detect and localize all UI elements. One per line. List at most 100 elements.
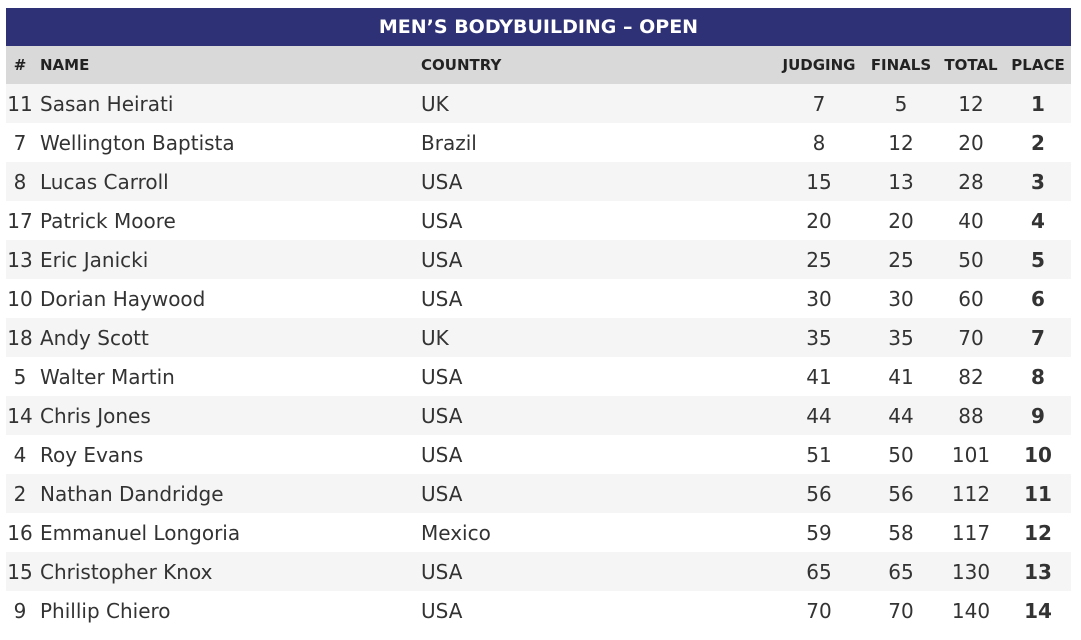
data-row: 10 Dorian Haywood USA 30 30 60 6 [6, 279, 1071, 318]
place-cell: 7 [1031, 325, 1045, 350]
number-cell: 2 [13, 481, 27, 506]
header-cell: TOTAL [944, 56, 998, 74]
name-cell: Phillip Chiero [40, 598, 171, 623]
total-cell: 40 [958, 208, 984, 233]
results-table: MEN’S BODYBUILDING – OPEN # NAME COUNTRY JU… [6, 8, 1071, 630]
number-cell: 4 [13, 442, 27, 467]
header-cell: # [13, 56, 27, 74]
finals-cell: 30 [888, 286, 914, 311]
judging-cell: 51 [806, 442, 832, 467]
number-cell: 15 [7, 559, 33, 584]
finals-cell: 58 [888, 520, 914, 545]
judging-cell: 30 [806, 286, 832, 311]
number-cell: 18 [7, 325, 33, 350]
country-cell: USA [421, 364, 463, 389]
place-cell: 4 [1031, 208, 1045, 233]
header-cell: COUNTRY [421, 56, 502, 74]
total-cell: 140 [951, 598, 991, 623]
total-cell: 101 [951, 442, 991, 467]
data-row: 8 Lucas Carroll USA 15 13 28 3 [6, 162, 1071, 201]
place-cell: 2 [1031, 130, 1045, 155]
data-row: 7 Wellington Baptista Brazil 8 12 20 2 [6, 123, 1071, 162]
finals-cell: 5 [894, 91, 908, 116]
judging-cell: 59 [806, 520, 832, 545]
number-cell: 5 [13, 364, 27, 389]
data-row: 4 Roy Evans USA 51 50 101 10 [6, 435, 1071, 474]
name-cell: Emmanuel Longoria [40, 520, 241, 545]
country-cell: Brazil [421, 130, 477, 155]
country-cell: USA [421, 169, 463, 194]
finals-cell: 56 [888, 481, 914, 506]
number-cell: 9 [13, 598, 27, 623]
finals-cell: 70 [888, 598, 914, 623]
judging-cell: 56 [806, 481, 832, 506]
place-cell: 9 [1031, 403, 1045, 428]
total-cell: 130 [951, 559, 991, 584]
finals-cell: 50 [888, 442, 914, 467]
judging-cell: 65 [806, 559, 832, 584]
data-row: 9 Phillip Chiero USA 70 70 140 14 [6, 591, 1071, 630]
data-row: 17 Patrick Moore USA 20 20 40 4 [6, 201, 1071, 240]
name-cell: Chris Jones [40, 403, 151, 428]
data-row: 11 Sasan Heirati UK 7 5 12 1 [6, 84, 1071, 123]
name-cell: Walter Martin [40, 364, 175, 389]
header-cell: PLACE [1011, 56, 1065, 74]
place-cell: 14 [1024, 598, 1052, 623]
data-row: 5 Walter Martin USA 41 41 82 8 [6, 357, 1071, 396]
data-row: 18 Andy Scott UK 35 35 70 7 [6, 318, 1071, 357]
name-cell: Patrick Moore [40, 208, 176, 233]
header-cell: JUDGING [782, 56, 856, 74]
header-row: # NAME COUNTRY JUDGING FINALS TOTAL PLACE [6, 46, 1071, 84]
judging-cell: 15 [806, 169, 832, 194]
country-cell: UK [421, 325, 449, 350]
finals-cell: 25 [888, 247, 914, 272]
data-row: 16 Emmanuel Longoria Mexico 59 58 117 12 [6, 513, 1071, 552]
place-cell: 5 [1031, 247, 1045, 272]
number-cell: 16 [7, 520, 33, 545]
table-rows: # NAME COUNTRY JUDGING FINALS TOTAL PLACE 11 Sas… [6, 46, 1071, 630]
judging-cell: 70 [806, 598, 832, 623]
judging-cell: 7 [812, 91, 826, 116]
name-cell: Wellington Baptista [40, 130, 235, 155]
header-cell: NAME [40, 56, 90, 74]
name-cell: Christopher Knox [40, 559, 213, 584]
finals-cell: 12 [888, 130, 914, 155]
judging-cell: 20 [806, 208, 832, 233]
judging-cell: 8 [812, 130, 826, 155]
country-cell: USA [421, 442, 463, 467]
country-cell: USA [421, 598, 463, 623]
place-cell: 6 [1031, 286, 1045, 311]
number-cell: 14 [7, 403, 33, 428]
name-cell: Nathan Dandridge [40, 481, 224, 506]
total-cell: 50 [958, 247, 984, 272]
total-cell: 70 [958, 325, 984, 350]
data-row: 15 Christopher Knox USA 65 65 130 13 [6, 552, 1071, 591]
number-cell: 8 [13, 169, 27, 194]
place-cell: 1 [1031, 91, 1045, 116]
country-cell: USA [421, 559, 463, 584]
number-cell: 17 [7, 208, 33, 233]
place-cell: 13 [1024, 559, 1052, 584]
data-row: 2 Nathan Dandridge USA 56 56 112 11 [6, 474, 1071, 513]
name-cell: Andy Scott [40, 325, 149, 350]
country-cell: USA [421, 286, 463, 311]
total-cell: 12 [958, 91, 984, 116]
finals-cell: 41 [888, 364, 914, 389]
country-cell: USA [421, 247, 463, 272]
finals-cell: 20 [888, 208, 914, 233]
name-cell: Eric Janicki [40, 247, 149, 272]
table-title: MEN’S BODYBUILDING – OPEN [6, 8, 1071, 46]
number-cell: 13 [7, 247, 33, 272]
country-cell: USA [421, 208, 463, 233]
header-cell: FINALS [870, 56, 932, 74]
country-cell: Mexico [421, 520, 491, 545]
data-row: 14 Chris Jones USA 44 44 88 9 [6, 396, 1071, 435]
data-row: 13 Eric Janicki USA 25 25 50 5 [6, 240, 1071, 279]
place-cell: 11 [1024, 481, 1052, 506]
total-cell: 88 [958, 403, 984, 428]
total-cell: 82 [958, 364, 984, 389]
name-cell: Dorian Haywood [40, 286, 206, 311]
finals-cell: 44 [888, 403, 914, 428]
name-cell: Sasan Heirati [40, 91, 174, 116]
